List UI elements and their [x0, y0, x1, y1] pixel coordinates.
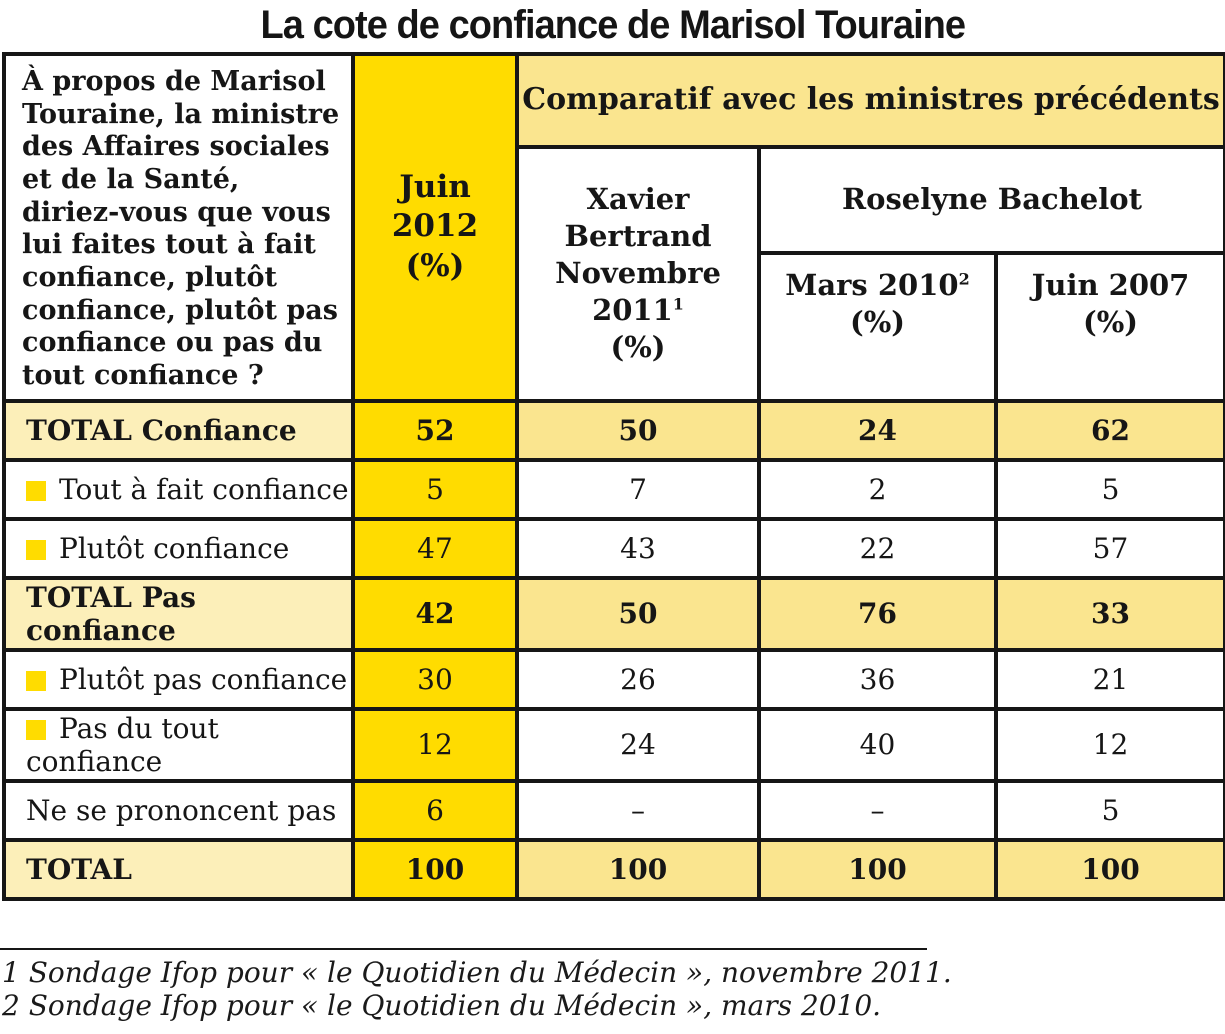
row-label: TOTAL Pas confiance: [2, 575, 355, 652]
value-bertrand: 100: [515, 837, 761, 901]
row-label: Ne se prononcent pas: [2, 778, 355, 842]
col-header-juin-2007: Juin 2007 (%): [994, 250, 1225, 403]
value-juin2007: 21: [994, 647, 1225, 711]
table-row-nsp: Ne se prononcent pas 6 – – 5: [2, 778, 1225, 842]
value-bertrand: 24: [515, 706, 761, 783]
value-mars2010: 100: [757, 837, 998, 901]
col-header-juin-2007-date: Juin 2007: [1031, 267, 1190, 302]
value-bertrand: –: [515, 778, 761, 842]
value-mars2010: 76: [757, 575, 998, 652]
value-bertrand: 50: [515, 398, 761, 462]
footnote-2: 2 Sondage Ifop pour « le Quotidien du Mé…: [2, 989, 882, 1022]
value-juin2012: 47: [351, 516, 519, 580]
col-header-juin-2012: Juin 2012 (%): [351, 52, 519, 403]
value-bertrand: 7: [515, 457, 761, 521]
table-row-plutot-pas-confiance: Plutôt pas confiance 30 26 36 21: [2, 647, 1225, 711]
value-juin2007: 5: [994, 457, 1225, 521]
value-juin2007: 100: [994, 837, 1225, 901]
yellow-square-icon: [26, 670, 46, 691]
page-title: La cote de confiance de Marisol Touraine: [0, 2, 1225, 48]
table-row-plutot-confiance: Plutôt confiance 47 43 22 57: [2, 516, 1225, 580]
footnote-ref-2: 2: [958, 268, 970, 288]
col-header-bertrand: Xavier Bertrand Novembre 20111 (%): [515, 145, 761, 403]
row-label: Tout à fait confiance: [2, 457, 355, 521]
yellow-square-icon: [26, 719, 46, 740]
value-juin2012: 52: [351, 398, 519, 462]
col-header-juin-2007-unit: (%): [1083, 304, 1138, 339]
value-juin2012: 100: [351, 837, 519, 901]
value-juin2012: 30: [351, 647, 519, 711]
col-header-bertrand-unit: (%): [610, 330, 666, 365]
value-mars2010: 36: [757, 647, 998, 711]
page-title-text: La cote de confiance de Marisol Touraine: [260, 3, 966, 47]
row-label: TOTAL: [2, 837, 355, 901]
confidence-table: À propos de Marisol Touraine, la ministr…: [2, 52, 1225, 901]
comparatif-header: Comparatif avec les ministres précédents: [515, 52, 1225, 149]
table-row-total-confiance: TOTAL Confiance 52 50 24 62: [2, 398, 1225, 462]
col-header-mars-2010: Mars 20102 (%): [757, 250, 998, 403]
value-juin2012: 42: [351, 575, 519, 652]
value-juin2012: 12: [351, 706, 519, 783]
value-juin2007: 33: [994, 575, 1225, 652]
value-mars2010: 22: [757, 516, 998, 580]
col-header-juin-2012-unit: (%): [405, 248, 465, 285]
value-juin2007: 5: [994, 778, 1225, 842]
yellow-square-icon: [26, 539, 46, 560]
table-row-total: TOTAL 100 100 100 100: [2, 837, 1225, 901]
yellow-square-icon: [26, 480, 46, 501]
value-bertrand: 50: [515, 575, 761, 652]
footnote-section: 1 Sondage Ifop pour « le Quotidien du Mé…: [0, 948, 952, 1034]
table-row-total-pas-confiance: TOTAL Pas confiance 42 50 76 33: [2, 575, 1225, 652]
value-juin2012: 5: [351, 457, 519, 521]
row-label: Plutôt confiance: [2, 516, 355, 580]
value-mars2010: 2: [757, 457, 998, 521]
table-row-tout-a-fait: Tout à fait confiance 5 7 2 5: [2, 457, 1225, 521]
footnote-1: 1 Sondage Ifop pour « le Quotidien du Mé…: [2, 956, 952, 989]
col-header-mars-2010-date: Mars 20102: [785, 267, 970, 302]
value-mars2010: 40: [757, 706, 998, 783]
col-header-juin-2012-label: Juin 2012: [391, 168, 479, 245]
value-juin2007: 57: [994, 516, 1225, 580]
table-row-pas-du-tout: Pas du tout confiance 12 24 40 12: [2, 706, 1225, 783]
question-cell: À propos de Marisol Touraine, la ministr…: [2, 52, 355, 403]
value-bertrand: 26: [515, 647, 761, 711]
value-juin2007: 12: [994, 706, 1225, 783]
value-mars2010: 24: [757, 398, 998, 462]
value-mars2010: –: [757, 778, 998, 842]
value-juin2012: 6: [351, 778, 519, 842]
col-header-bertrand-name: Xavier Bertrand: [564, 182, 712, 254]
row-label: Pas du tout confiance: [2, 706, 355, 783]
value-juin2007: 62: [994, 398, 1225, 462]
value-bertrand: 43: [515, 516, 761, 580]
bachelot-header: Roselyne Bachelot: [757, 145, 1225, 255]
row-label: TOTAL Confiance: [2, 398, 355, 462]
col-header-mars-2010-unit: (%): [850, 304, 905, 339]
footnote-ref-1: 1: [672, 294, 684, 314]
col-header-bertrand-date: Novembre 20111: [555, 256, 721, 328]
row-label: Plutôt pas confiance: [2, 647, 355, 711]
